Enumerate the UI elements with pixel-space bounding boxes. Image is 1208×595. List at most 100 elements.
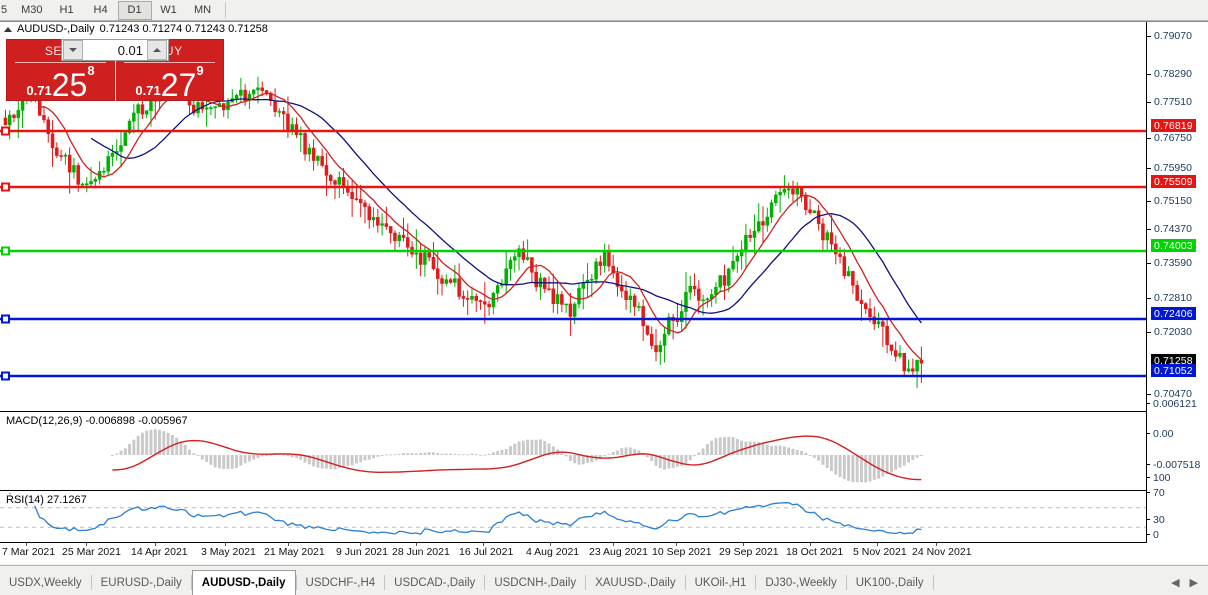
date-axis-tick — [26, 543, 27, 546]
rsi-pane[interactable]: RSI(14) 27.1267 — [0, 492, 1146, 543]
scroll-left-icon[interactable]: ◀ — [1171, 577, 1180, 589]
chart-tab-usdcnh-daily[interactable]: USDCNH-,Daily — [494, 576, 577, 589]
toolbar-divider — [224, 2, 226, 18]
tab-divider — [845, 575, 847, 590]
tick-dash — [1147, 262, 1151, 264]
rsi-canvas — [0, 492, 1146, 535]
date-axis-tick — [360, 543, 361, 546]
date-axis-tick — [483, 543, 484, 546]
date-axis-tick — [743, 543, 744, 546]
price-axis-tick-label: 0.78290 — [1154, 68, 1192, 80]
date-axis-label: 7 Mar 2021 — [2, 546, 56, 558]
timeframe-button-d1[interactable]: D1 — [117, 0, 152, 20]
date-axis-tick — [936, 543, 937, 546]
caret-down-icon — [69, 48, 77, 52]
volume-increase-button[interactable] — [147, 40, 167, 60]
volume-input[interactable]: 0.01 — [117, 42, 143, 58]
buy-button[interactable]: BUY 0.71 27 9 — [115, 39, 224, 101]
price-level-tag[interactable]: 0.76819 — [1151, 119, 1196, 132]
date-axis-label: 24 Nov 2021 — [912, 546, 972, 558]
one-click-trading-panel[interactable]: SELL 0.71 25 8 BUY 0.71 27 9 — [6, 39, 224, 101]
tab-scroll-controls: ◀ ▶ — [1171, 570, 1208, 595]
date-axis-tick — [877, 543, 878, 546]
timeframe-toolbar: 5 M30 H1 H4 D1 W1 MN — [0, 0, 1208, 21]
date-axis-label: 4 Aug 2021 — [526, 546, 580, 558]
rsi-label: RSI(14) 27.1267 — [4, 494, 89, 506]
chart-tab-ukoil-h1[interactable]: UKOil-,H1 — [694, 576, 747, 589]
chart-tab-uk100-daily[interactable]: UK100-,Daily — [855, 576, 924, 589]
date-axis-label: 16 Jul 2021 — [459, 546, 514, 558]
macd-axis-label: -0.007518 — [1146, 459, 1208, 471]
price-axis-tick-label: 0.70470 — [1154, 388, 1192, 400]
chart-tab-audusd-daily[interactable]: AUDUSD-,Daily — [191, 570, 296, 595]
tick-dash — [1147, 101, 1151, 103]
price-axis-tick: 0.73590 — [1147, 257, 1192, 269]
date-axis-tick — [613, 543, 614, 546]
price-axis-tick-label: 0.73590 — [1154, 257, 1192, 269]
date-axis-label: 5 Nov 2021 — [853, 546, 907, 558]
date-axis-tick — [810, 543, 811, 546]
chart-frame: AUDUSD-,Daily 0.71243 0.71274 0.71243 0.… — [0, 21, 1208, 564]
sell-price-prefix: 0.71 — [26, 83, 52, 98]
timeframe-button-w1[interactable]: W1 — [152, 1, 186, 20]
scroll-right-icon[interactable]: ▶ — [1189, 577, 1198, 589]
chart-ohlc-values: 0.71243 0.71274 0.71243 0.71258 — [99, 23, 268, 35]
rsi-axis-label: 100 — [1146, 472, 1208, 484]
chart-tab-usdx-weekly[interactable]: USDX,Weekly — [9, 576, 82, 589]
volume-decrease-button[interactable] — [63, 40, 83, 60]
timeframe-button-mn[interactable]: MN — [186, 1, 220, 20]
price-axis-tick: 0.76750 — [1147, 132, 1192, 144]
horizontal-level-lines — [0, 126, 1146, 381]
price-axis-tick-label: 0.79070 — [1154, 30, 1192, 42]
date-axis-label: 29 Sep 2021 — [719, 546, 779, 558]
tick-dash — [1147, 331, 1151, 333]
sell-button[interactable]: SELL 0.71 25 8 — [6, 39, 115, 101]
rsi-axis-label: 30 — [1146, 514, 1208, 526]
date-axis-tick — [288, 543, 289, 546]
tick-dash — [1147, 35, 1151, 37]
chart-tab-xauusd-daily[interactable]: XAUUSD-,Daily — [595, 576, 676, 589]
date-axis-label: 28 Jun 2021 — [392, 546, 450, 558]
chart-tab-dj30-weekly[interactable]: DJ30-,Weekly — [765, 576, 837, 589]
chart-tab-usdcad-daily[interactable]: USDCAD-,Daily — [394, 576, 476, 589]
chart-tab-usdchf-h4[interactable]: USDCHF-,H4 — [305, 576, 376, 589]
timeframe-button-h1[interactable]: H1 — [50, 1, 84, 20]
price-axis-tick: 0.79070 — [1147, 30, 1192, 42]
chart-tab-eurusd-daily[interactable]: EURUSD-,Daily — [100, 576, 182, 589]
price-level-tag[interactable]: 0.71052 — [1151, 364, 1196, 377]
timeframe-button-m5[interactable]: 5 — [0, 1, 14, 20]
price-pane[interactable]: AUDUSD-,Daily 0.71243 0.71274 0.71243 0.… — [0, 22, 1146, 412]
price-axis-tick: 0.75950 — [1147, 162, 1192, 174]
rsi-line — [9, 492, 922, 535]
timeframe-label: H4 — [93, 4, 108, 16]
macd-pane[interactable]: MACD(12,26,9) -0.006898 -0.005967 — [0, 413, 1146, 491]
macd-axis-label: 0.006121 — [1146, 398, 1208, 410]
macd-signal-line — [112, 435, 922, 481]
timeframe-button-m30[interactable]: M30 — [14, 1, 49, 20]
tab-divider — [190, 575, 192, 590]
price-axis-tick: 0.75150 — [1147, 195, 1192, 207]
buy-price-big: 27 — [160, 66, 197, 103]
date-axis-tick — [416, 543, 417, 546]
timeframe-button-h4[interactable]: H4 — [84, 1, 118, 20]
price-level-tag[interactable]: 0.72406 — [1151, 307, 1196, 320]
price-axis[interactable]: 0.79070 0.78290 0.77510 0.76750 0.75950 0.751… — [1146, 22, 1208, 543]
date-axis-label: 25 Mar 2021 — [62, 546, 121, 558]
date-axis-tick — [550, 543, 551, 546]
tab-divider — [932, 575, 934, 590]
price-axis-tick-label: 0.72810 — [1154, 292, 1192, 304]
tick-dash — [1146, 464, 1150, 465]
macd-label: MACD(12,26,9) -0.006898 -0.005967 — [4, 415, 190, 427]
tab-divider — [755, 575, 757, 590]
price-level-tag[interactable]: 0.75509 — [1151, 175, 1196, 188]
buy-divider — [124, 62, 215, 63]
tick-dash — [1147, 200, 1151, 202]
tab-divider — [90, 575, 92, 590]
price-level-tag[interactable]: 0.71258 — [1151, 354, 1196, 367]
date-axis-tick — [86, 543, 87, 546]
volume-stepper[interactable]: 0.01 — [61, 39, 169, 61]
price-level-tag[interactable]: 0.74003 — [1151, 239, 1196, 252]
collapse-triangle-icon[interactable] — [4, 26, 12, 32]
rsi-axis-label: 0 — [1146, 529, 1208, 541]
date-axis[interactable]: 7 Mar 2021 25 Mar 2021 14 Apr 2021 3 May 20… — [0, 543, 1146, 564]
